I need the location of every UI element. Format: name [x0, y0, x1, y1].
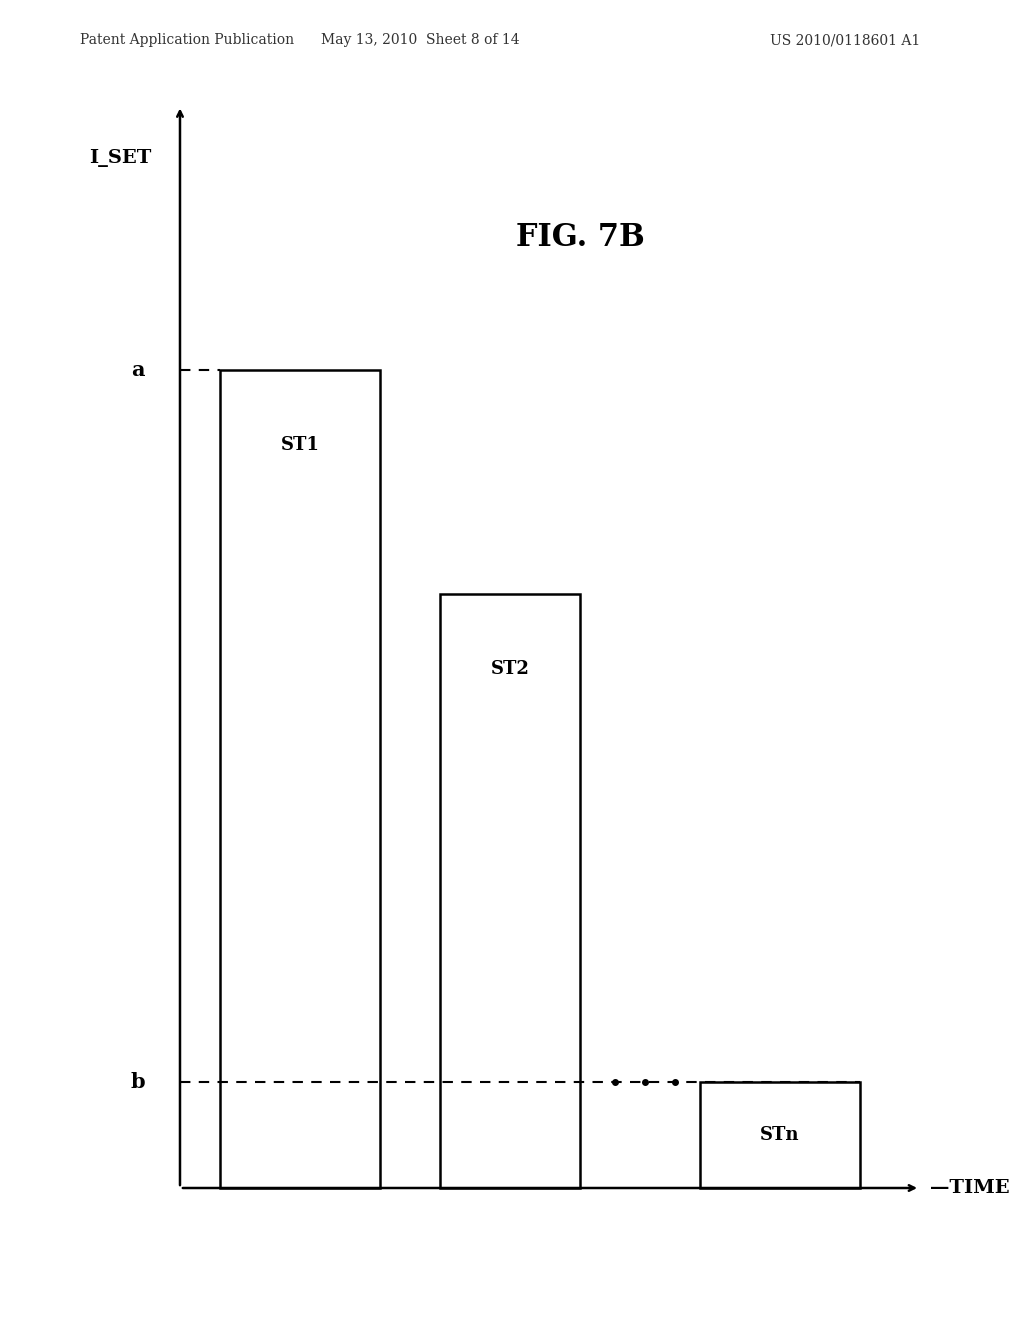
Text: May 13, 2010  Sheet 8 of 14: May 13, 2010 Sheet 8 of 14 [321, 33, 519, 48]
Bar [440, 594, 580, 1188]
Text: FIG. 7B: FIG. 7B [515, 222, 644, 253]
Text: Patent Application Publication: Patent Application Publication [80, 33, 294, 48]
Bar [700, 1082, 860, 1188]
Bar [220, 370, 380, 1188]
Text: a: a [131, 359, 145, 380]
Text: b: b [130, 1072, 145, 1093]
Text: —TIME: —TIME [930, 1179, 1010, 1197]
Text: STn: STn [760, 1126, 800, 1144]
Text: ST1: ST1 [281, 436, 319, 454]
Text: US 2010/0118601 A1: US 2010/0118601 A1 [770, 33, 920, 48]
Text: ST2: ST2 [490, 660, 529, 678]
Text: I_SET: I_SET [89, 149, 152, 168]
